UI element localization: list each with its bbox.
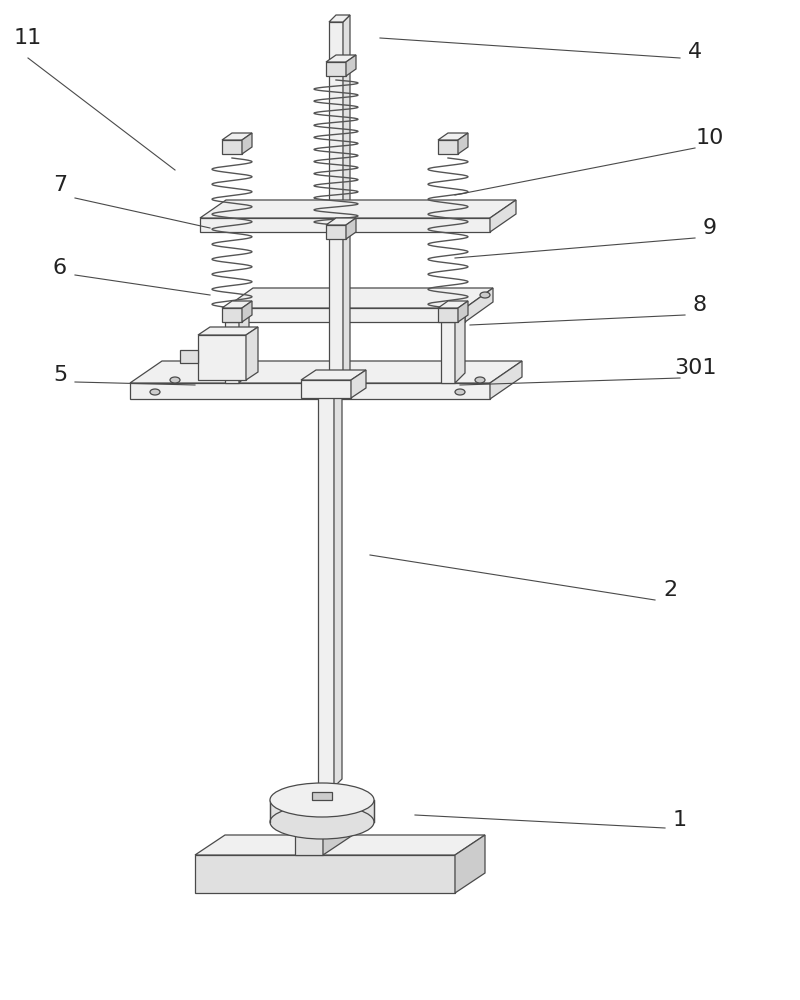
Polygon shape (180, 350, 198, 363)
Ellipse shape (455, 389, 465, 395)
Ellipse shape (170, 377, 180, 383)
Polygon shape (301, 380, 351, 398)
Polygon shape (130, 361, 522, 383)
Polygon shape (222, 133, 252, 140)
Polygon shape (195, 855, 455, 893)
Polygon shape (222, 140, 242, 154)
Polygon shape (242, 133, 252, 154)
Ellipse shape (270, 805, 374, 839)
Text: 5: 5 (53, 365, 67, 385)
Text: 10: 10 (696, 128, 724, 148)
Text: 11: 11 (14, 28, 42, 48)
Polygon shape (239, 312, 249, 383)
Polygon shape (225, 288, 493, 308)
Polygon shape (346, 218, 356, 239)
Polygon shape (225, 322, 239, 383)
Text: 2: 2 (663, 580, 677, 600)
Ellipse shape (480, 292, 490, 298)
Polygon shape (438, 308, 458, 322)
Polygon shape (326, 55, 356, 62)
Polygon shape (312, 792, 332, 800)
Polygon shape (323, 790, 353, 855)
Text: 8: 8 (693, 295, 707, 315)
Ellipse shape (150, 389, 160, 395)
Polygon shape (295, 810, 323, 855)
Polygon shape (343, 15, 350, 395)
Polygon shape (318, 395, 334, 787)
Polygon shape (441, 322, 455, 383)
Text: 7: 7 (53, 175, 67, 195)
Polygon shape (198, 327, 258, 335)
Polygon shape (329, 22, 343, 395)
Polygon shape (490, 200, 516, 232)
Polygon shape (198, 335, 246, 380)
Polygon shape (222, 308, 242, 322)
Polygon shape (246, 327, 258, 380)
Polygon shape (326, 218, 356, 225)
Polygon shape (438, 140, 458, 154)
Polygon shape (130, 383, 490, 399)
Text: 301: 301 (674, 358, 716, 378)
Polygon shape (458, 301, 468, 322)
Polygon shape (270, 800, 374, 822)
Polygon shape (195, 835, 485, 855)
Polygon shape (351, 370, 366, 398)
Polygon shape (455, 835, 485, 893)
Ellipse shape (475, 377, 485, 383)
Polygon shape (465, 288, 493, 322)
Polygon shape (318, 387, 342, 395)
Polygon shape (438, 301, 468, 308)
Polygon shape (200, 200, 516, 218)
Polygon shape (346, 55, 356, 76)
Polygon shape (222, 301, 252, 308)
Text: 4: 4 (688, 42, 702, 62)
Polygon shape (455, 312, 465, 383)
Polygon shape (295, 790, 353, 810)
Polygon shape (329, 15, 350, 22)
Polygon shape (326, 225, 346, 239)
Polygon shape (225, 308, 465, 322)
Polygon shape (438, 133, 468, 140)
Polygon shape (334, 387, 342, 787)
Text: 9: 9 (703, 218, 717, 238)
Polygon shape (490, 361, 522, 399)
Polygon shape (458, 133, 468, 154)
Polygon shape (242, 301, 252, 322)
Text: 6: 6 (53, 258, 67, 278)
Polygon shape (326, 62, 346, 76)
Polygon shape (301, 370, 366, 380)
Ellipse shape (270, 783, 374, 817)
Polygon shape (200, 218, 490, 232)
Text: 1: 1 (673, 810, 687, 830)
